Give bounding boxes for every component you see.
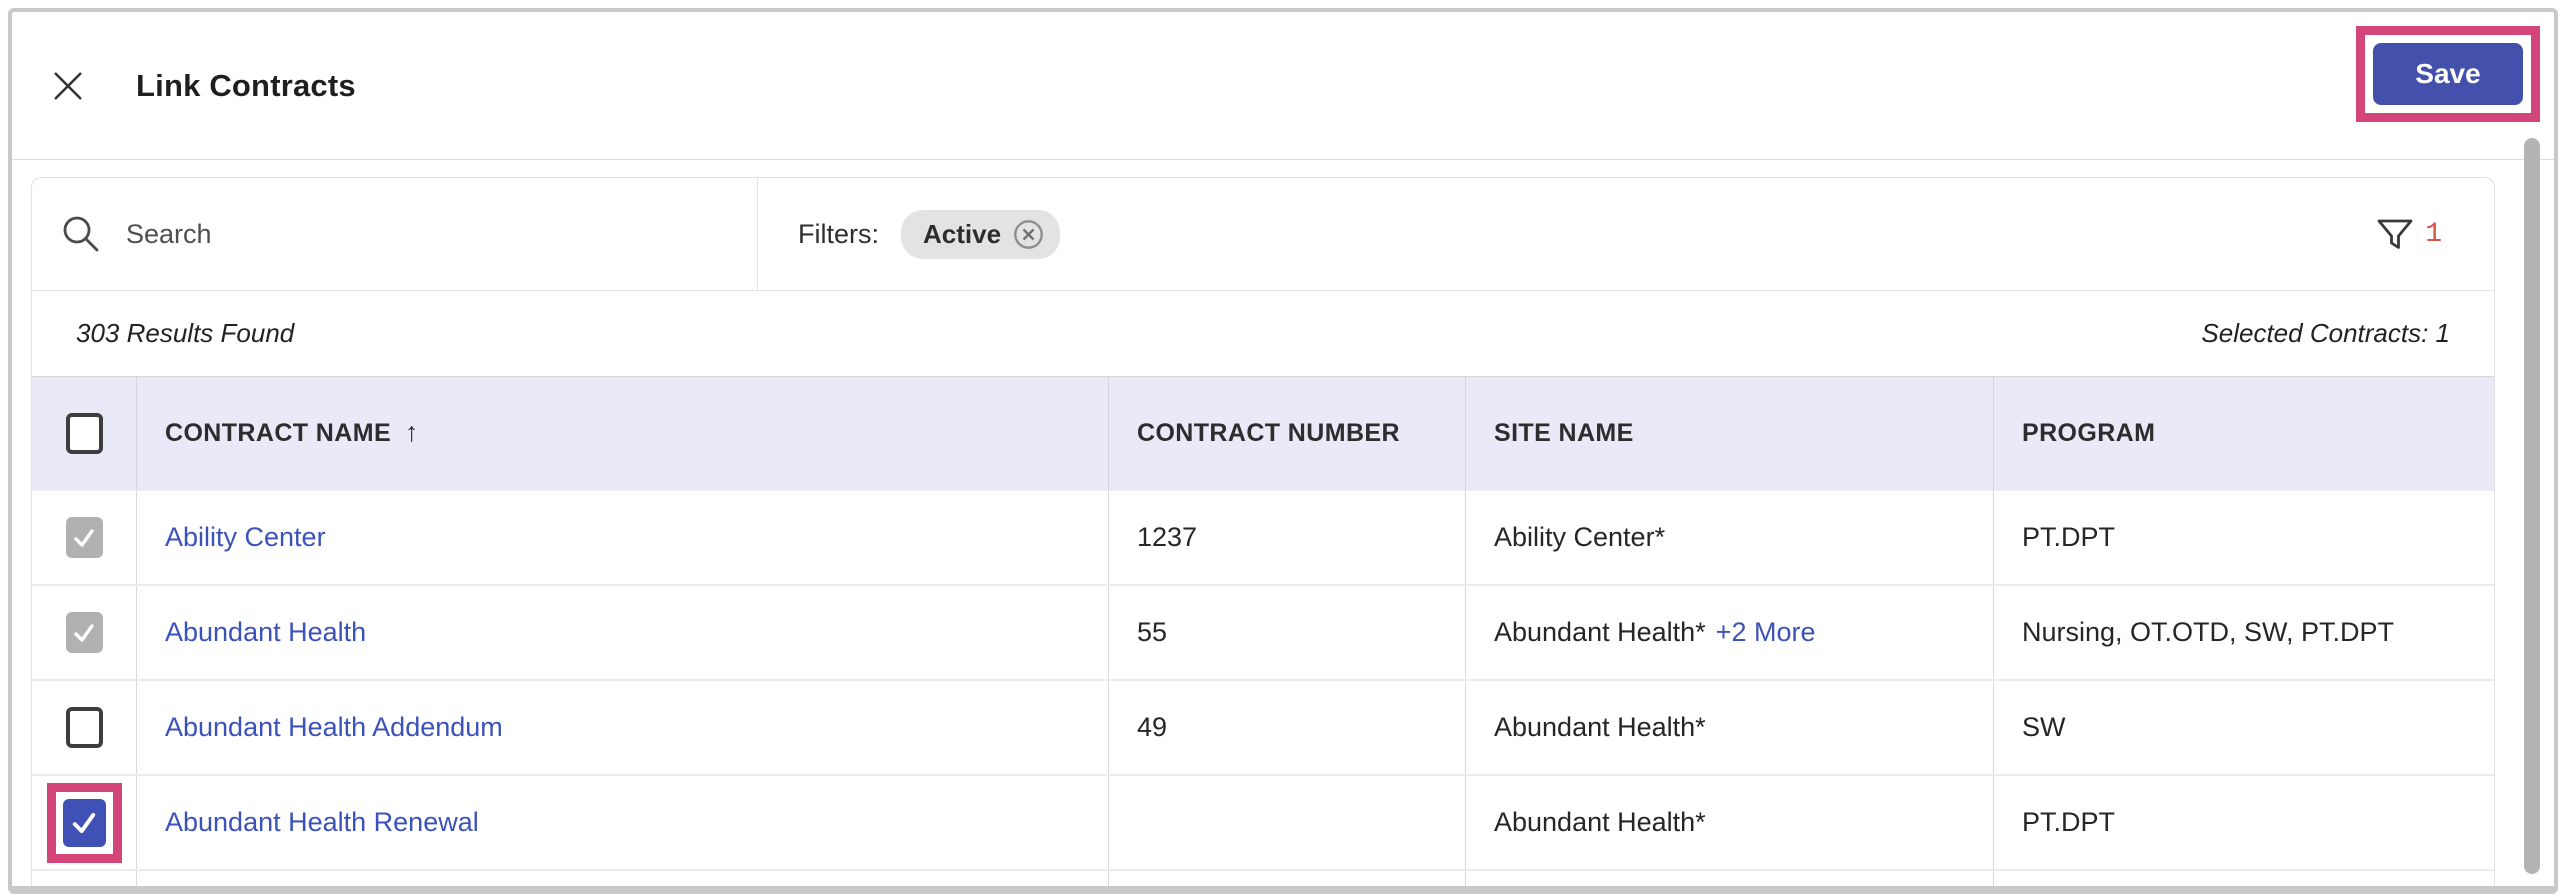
column-header-contract-name[interactable]: CONTRACT NAME ↑ <box>165 417 419 447</box>
site-name-cell: Ability Center* <box>1494 522 1666 552</box>
filter-count-badge: 1 <box>2425 218 2442 250</box>
table-row: Ability Center 1237 Ability Center* PT.D… <box>32 489 2494 584</box>
search-icon <box>60 213 102 255</box>
program-cell: PT.DPT <box>2022 807 2116 837</box>
site-name-cell: Abundant Health* <box>1494 712 1706 742</box>
column-header-contract-number[interactable]: CONTRACT NUMBER <box>1137 418 1400 447</box>
contract-number-cell: 55 <box>1137 617 1168 647</box>
selected-count: Selected Contracts: 1 <box>2201 318 2450 348</box>
row-checkbox-unchecked[interactable] <box>65 707 103 748</box>
row-checkbox-checked[interactable] <box>62 798 106 847</box>
contract-name-link[interactable]: Abundant Health <box>165 617 367 647</box>
toolbar: Filters: Active <box>32 178 2494 291</box>
filters-section: Filters: Active <box>758 178 2494 290</box>
close-button[interactable] <box>46 64 90 108</box>
site-more-link[interactable]: +2 More <box>1715 617 1816 647</box>
results-count: 303 Results Found <box>76 318 295 348</box>
table-header: CONTRACT NAME ↑ CONTRACT NUMBER SITE NAME… <box>32 376 2494 489</box>
table-row: Abundant Health 55 Abundant Health* +2 Mo… <box>32 584 2494 679</box>
contract-name-link[interactable]: Ability Center <box>165 522 326 552</box>
highlight-annotation-save: Save <box>2356 26 2540 122</box>
save-button[interactable]: Save <box>2373 43 2523 105</box>
site-name-cell: Abundant Health* +2 More <box>1494 617 1816 647</box>
search-input[interactable] <box>126 218 729 250</box>
table-row: Abundant Health Addendum 49 Abundant Hea… <box>32 679 2494 774</box>
select-all-checkbox[interactable] <box>65 412 103 454</box>
site-name-cell: Abundant Health* <box>1494 807 1706 837</box>
modal-header: Link Contracts Save <box>12 12 2554 160</box>
link-contracts-modal: Link Contracts Save Filters: Active <box>8 8 2558 894</box>
filter-chip-label: Active <box>923 218 1002 249</box>
program-cell: Nursing, OT.OTD, SW, PT.DPT <box>2022 617 2395 647</box>
contract-name-link[interactable]: Abundant Health Addendum <box>165 712 503 742</box>
contract-number-cell: 49 <box>1137 712 1168 742</box>
funnel-icon <box>2375 214 2415 254</box>
summary-row: 303 Results Found Selected Contracts: 1 <box>32 291 2494 376</box>
table-row-partial <box>32 869 2494 886</box>
filter-trigger[interactable]: 1 <box>2375 214 2442 254</box>
highlight-annotation-checkbox <box>46 782 122 863</box>
filter-chip-active[interactable]: Active <box>901 209 1061 259</box>
table-row: Abundant Health Renewal Abundant Health*… <box>32 774 2494 869</box>
filters-label: Filters: <box>798 218 879 249</box>
contract-name-link[interactable]: Abundant Health Renewal <box>165 807 479 837</box>
contract-number-cell: 1237 <box>1137 522 1198 552</box>
vertical-scrollbar[interactable] <box>2524 138 2540 874</box>
search-box[interactable] <box>32 178 758 290</box>
column-header-program[interactable]: PROGRAM <box>2022 418 2156 447</box>
select-all-cell <box>65 412 103 454</box>
contracts-panel: Filters: Active <box>31 177 2495 886</box>
row-checkbox-checked-disabled <box>65 612 103 653</box>
close-icon <box>50 68 86 104</box>
program-cell: PT.DPT <box>2022 522 2116 552</box>
page-title: Link Contracts <box>136 67 356 103</box>
sort-asc-icon: ↑ <box>405 417 419 447</box>
row-checkbox-checked-disabled <box>65 517 103 558</box>
chip-remove-icon[interactable] <box>1013 219 1044 250</box>
program-cell: SW <box>2022 712 2066 742</box>
column-header-site-name[interactable]: SITE NAME <box>1494 418 1634 447</box>
